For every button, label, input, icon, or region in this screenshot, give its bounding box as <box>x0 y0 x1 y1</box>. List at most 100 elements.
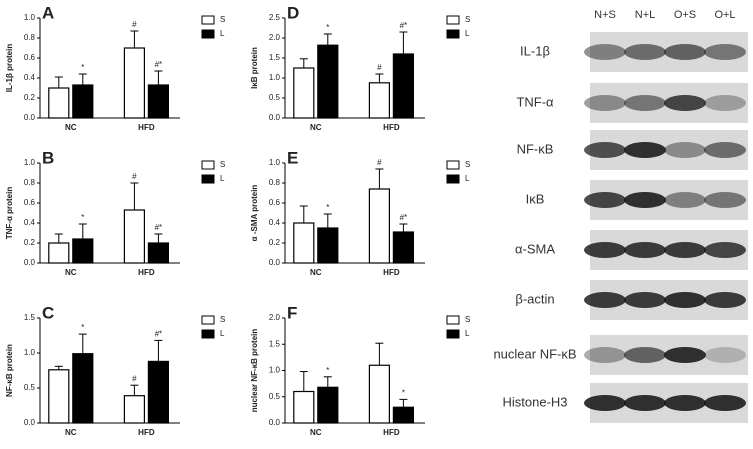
y-tick-label: 0.2 <box>24 93 36 102</box>
blot-band <box>704 192 746 208</box>
legend-swatch <box>201 160 215 170</box>
y-tick-label: 0.0 <box>24 258 36 267</box>
significance-marker: * <box>81 213 84 222</box>
y-axis-label: IL-1β protein <box>5 44 14 93</box>
y-tick-label: 1.5 <box>269 53 281 62</box>
blot-band <box>664 242 706 258</box>
significance-marker: # <box>132 172 137 181</box>
y-tick-label: 0.5 <box>24 383 36 392</box>
y-axis-label: NF-κB protein <box>5 344 14 397</box>
y-axis-label: α -SMA protein <box>250 185 259 242</box>
significance-marker: * <box>81 63 84 72</box>
bar <box>48 242 70 264</box>
legend-label: L <box>465 329 470 338</box>
y-tick-label: 0.8 <box>269 178 281 187</box>
x-tick-label: NC <box>65 268 77 277</box>
y-tick-label: 0.2 <box>24 238 36 247</box>
legend-swatch <box>446 174 460 184</box>
y-tick-label: 0.0 <box>24 418 36 427</box>
blot-band <box>704 242 746 258</box>
blot-band <box>664 142 706 158</box>
blot-band <box>584 192 626 208</box>
legend-swatch <box>201 29 215 39</box>
y-tick-label: 0.0 <box>269 113 281 122</box>
blot-band <box>584 242 626 258</box>
significance-marker: # <box>377 63 382 72</box>
legend-label: L <box>220 329 225 338</box>
legend-label: L <box>220 174 225 183</box>
y-tick-label: 1.0 <box>24 348 36 357</box>
y-tick-label: 1.0 <box>24 13 36 22</box>
blot-band <box>584 95 626 111</box>
legend-label: S <box>220 15 225 24</box>
bar <box>48 369 70 424</box>
blot-band <box>584 395 626 411</box>
blot-row-label: TNF-α <box>516 94 554 109</box>
bar <box>392 231 414 264</box>
bar <box>123 209 146 264</box>
x-tick-label: HFD <box>138 428 155 437</box>
blot-row-label: nuclear NF-κB <box>493 346 576 361</box>
bar <box>368 82 390 119</box>
legend-swatch <box>446 160 460 170</box>
bar <box>368 188 390 264</box>
blot-band <box>664 192 706 208</box>
legend-swatch <box>446 315 460 325</box>
blot-band <box>664 95 706 111</box>
blot-row-label: β-actin <box>515 291 554 306</box>
bar <box>317 386 339 424</box>
lane-label: O+L <box>714 9 735 21</box>
blot-band <box>664 44 706 60</box>
legend-label: L <box>465 29 470 38</box>
blot-band <box>624 242 666 258</box>
bar <box>72 238 94 264</box>
y-tick-label: 2.0 <box>269 313 281 322</box>
bar-panel: A IL-1β protein 0.0 0.2 0.4 0.6 0.8 1.0 NC HFD # S *… <box>5 3 225 132</box>
y-tick-label: 0.2 <box>269 238 281 247</box>
bar <box>72 353 94 424</box>
legend-label: S <box>220 160 225 169</box>
legend-swatch <box>446 29 460 39</box>
bar <box>293 222 315 264</box>
y-tick-label: 0.8 <box>24 33 36 42</box>
blot-band <box>704 347 746 363</box>
bar-panel: D IκB protein 0.0 0.5 1.0 1.5 2.0 2.5 NC HFD # S * #*… <box>250 3 470 132</box>
panel-letter: C <box>42 303 54 322</box>
bar-panel: B TNF-α protein 0.0 0.2 0.4 0.6 0.8 1.0 NC HFD # S *… <box>5 148 225 277</box>
legend-swatch <box>201 329 215 339</box>
legend-swatch <box>201 315 215 325</box>
y-tick-label: 0.6 <box>24 53 36 62</box>
y-tick-label: 0.6 <box>24 198 36 207</box>
bar <box>368 364 390 424</box>
bar <box>293 67 315 119</box>
y-axis-label: IκB protein <box>250 47 259 89</box>
bar <box>392 53 414 119</box>
x-tick-label: HFD <box>383 428 400 437</box>
significance-marker: #* <box>155 223 163 232</box>
panel-letter: B <box>42 148 54 167</box>
blot-band <box>704 395 746 411</box>
significance-marker: # <box>377 158 382 167</box>
x-tick-label: NC <box>65 123 77 132</box>
blot-band <box>584 142 626 158</box>
blot-band <box>704 95 746 111</box>
significance-marker: # <box>132 374 137 383</box>
panel-letter: A <box>42 3 54 22</box>
blot-row-label: IL-1β <box>520 43 550 58</box>
bar <box>123 47 146 119</box>
significance-marker: * <box>326 203 329 212</box>
significance-marker: * <box>402 388 405 397</box>
y-tick-label: 2.5 <box>269 13 281 22</box>
y-tick-label: 0.8 <box>24 178 36 187</box>
blot-band <box>664 292 706 308</box>
bar <box>293 390 315 424</box>
x-tick-label: NC <box>65 428 77 437</box>
blot-row-label: NF-κB <box>517 141 554 156</box>
bar <box>123 395 146 424</box>
y-axis-label: nuclear NF-κB protein <box>250 329 259 413</box>
blot-band <box>704 142 746 158</box>
x-tick-label: HFD <box>138 123 155 132</box>
blot-band <box>584 347 626 363</box>
y-tick-label: 2.0 <box>269 33 281 42</box>
